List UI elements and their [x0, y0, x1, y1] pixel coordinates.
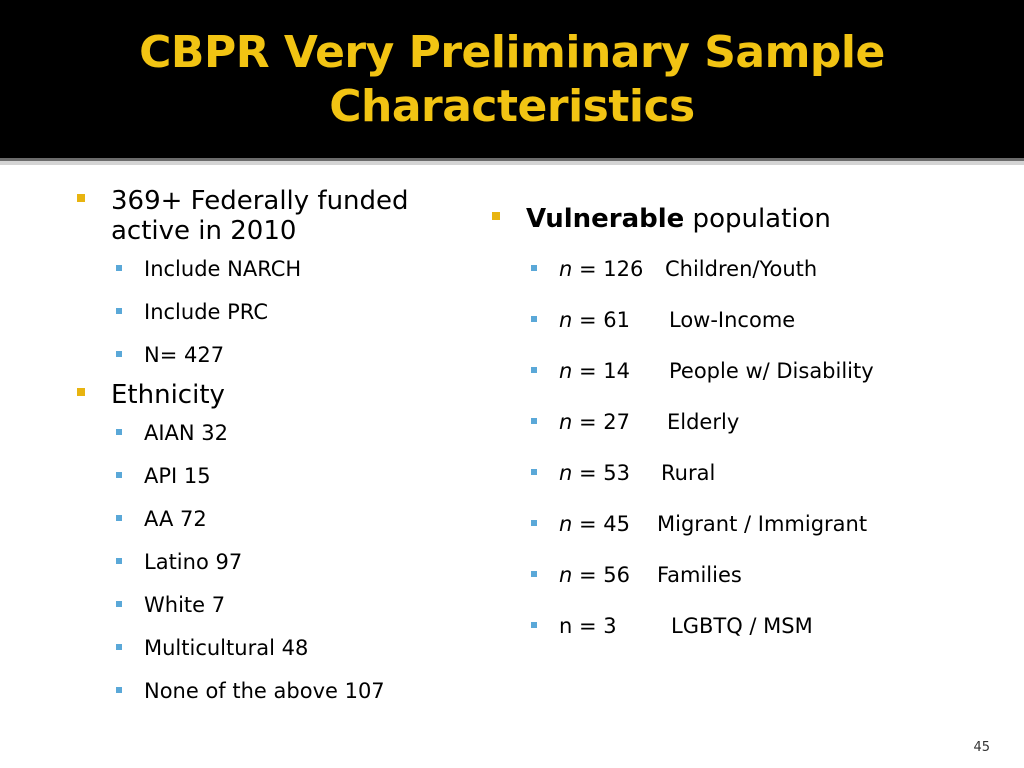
square-bullet-icon: [116, 308, 122, 314]
square-bullet-icon: [116, 429, 122, 435]
n-symbol: n: [559, 308, 573, 332]
bullet-text: Ethnicity: [111, 380, 225, 410]
subbullet-text: API 15: [144, 464, 211, 488]
slide-title: CBPR Very Preliminary Sample Characteris…: [0, 26, 1024, 134]
square-bullet-icon: [531, 418, 537, 424]
square-bullet-icon: [116, 558, 122, 564]
row-label: Rural: [661, 461, 716, 485]
heading-rest-text: population: [684, 204, 831, 234]
row-rural: n = 53 Rural: [490, 460, 990, 486]
subbullet-text: Include NARCH: [144, 257, 302, 281]
subbullet-narch: Include NARCH: [75, 256, 455, 282]
row-label: Low-Income: [669, 308, 796, 332]
n-symbol: n: [559, 563, 573, 587]
square-bullet-icon: [116, 601, 122, 607]
slide-title-line-1: CBPR Very Preliminary Sample: [139, 27, 885, 78]
row-families: n = 56 Families: [490, 562, 990, 588]
square-bullet-icon: [531, 265, 537, 271]
square-bullet-icon: [531, 622, 537, 628]
right-column: Vulnerable population n = 126 Children/Yo…: [490, 204, 990, 639]
n-count: = 126: [572, 257, 644, 281]
n-symbol: n: [559, 359, 573, 383]
subbullet-text: N= 427: [144, 343, 225, 367]
subbullet-multicultural: Multicultural 48: [75, 635, 455, 661]
n-count: = 14: [572, 359, 630, 383]
row-children-youth: n = 126 Children/Youth: [490, 256, 990, 282]
square-bullet-icon: [116, 515, 122, 521]
row-label: Elderly: [667, 410, 740, 434]
square-bullet-icon: [116, 687, 122, 693]
subbullet-text: Multicultural 48: [144, 636, 309, 660]
left-column: 369+ Federally funded active in 2010 Inc…: [75, 186, 455, 704]
subbullet-prc: Include PRC: [75, 299, 455, 325]
bullet-text-line-1: 369+ Federally funded: [111, 186, 409, 216]
n-symbol: n: [559, 410, 573, 434]
subbullet-text: Latino 97: [144, 550, 243, 574]
square-bullet-icon: [531, 367, 537, 373]
subbullet-text: Include PRC: [144, 300, 268, 324]
square-bullet-icon: [531, 520, 537, 526]
n-count: = 27: [572, 410, 630, 434]
square-bullet-icon: [531, 571, 537, 577]
n-count: = 61: [572, 308, 630, 332]
n-symbol: n: [559, 461, 573, 485]
title-bar: [0, 0, 1024, 158]
row-disability: n = 14 People w/ Disability: [490, 358, 990, 384]
row-label: People w/ Disability: [669, 359, 874, 383]
slide-title-line-2: Characteristics: [329, 81, 695, 132]
subbullet-text: AIAN 32: [144, 421, 229, 445]
page-number: 45: [973, 740, 990, 755]
title-divider-dark: [0, 158, 1024, 161]
n-count: = 45: [572, 512, 630, 536]
subbullet-text: None of the above 107: [144, 679, 385, 703]
n-symbol: n: [559, 614, 573, 638]
square-bullet-icon: [492, 212, 500, 220]
subbullet-latino: Latino 97: [75, 549, 455, 575]
row-lgbtq-msm: n = 3 LGBTQ / MSM: [490, 613, 990, 639]
heading-bold-text: Vulnerable: [526, 204, 685, 234]
subbullet-text: White 7: [144, 593, 226, 617]
bullet-ethnicity: Ethnicity: [75, 380, 455, 410]
subbullet-white: White 7: [75, 592, 455, 618]
square-bullet-icon: [77, 388, 85, 396]
subbullet-text: AA 72: [144, 507, 207, 531]
n-symbol: n: [559, 512, 573, 536]
subbullet-aa: AA 72: [75, 506, 455, 532]
square-bullet-icon: [116, 644, 122, 650]
bullet-vulnerable-population: Vulnerable population: [490, 204, 990, 234]
bullet-federally-funded: 369+ Federally funded active in 2010: [75, 186, 455, 246]
row-elderly: n = 27 Elderly: [490, 409, 990, 435]
square-bullet-icon: [531, 469, 537, 475]
square-bullet-icon: [116, 351, 122, 357]
row-low-income: n = 61 Low-Income: [490, 307, 990, 333]
bullet-text-line-2: active in 2010: [111, 216, 297, 246]
square-bullet-icon: [116, 472, 122, 478]
subbullet-api: API 15: [75, 463, 455, 489]
square-bullet-icon: [116, 265, 122, 271]
square-bullet-icon: [77, 194, 85, 202]
row-label: LGBTQ / MSM: [671, 614, 813, 638]
n-count: = 56: [572, 563, 630, 587]
subbullet-n-427: N= 427: [75, 342, 455, 368]
row-migrant-immigrant: n = 45 Migrant / Immigrant: [490, 511, 990, 537]
n-symbol: n: [559, 257, 573, 281]
n-count: = 53: [572, 461, 630, 485]
row-label: Migrant / Immigrant: [657, 512, 868, 536]
row-label: Families: [657, 563, 742, 587]
title-divider-light: [0, 161, 1024, 165]
n-count: = 3: [572, 614, 617, 638]
subbullet-aian: AIAN 32: [75, 420, 455, 446]
square-bullet-icon: [531, 316, 537, 322]
row-label: Children/Youth: [665, 257, 818, 281]
subbullet-none-of-above: None of the above 107: [75, 678, 455, 704]
